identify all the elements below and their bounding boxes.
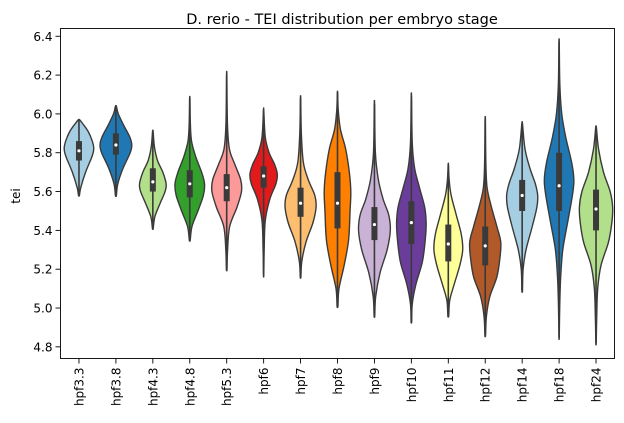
x-tick-label: hpf9 — [368, 368, 382, 395]
violin-median-dot — [409, 221, 413, 225]
violin-median-dot — [188, 182, 192, 186]
violin-hpf24 — [578, 125, 614, 346]
x-tick-label: hpf10 — [405, 368, 419, 403]
violin-hpf11 — [433, 162, 464, 318]
x-tick-label: hpf4.8 — [183, 368, 197, 407]
y-tick-label: 6.0 — [33, 107, 52, 121]
y-tick-label: 6.4 — [33, 30, 52, 44]
violin-median-dot — [151, 180, 155, 184]
violin-hpf10 — [395, 92, 427, 324]
y-tick-label: 6.2 — [33, 69, 52, 83]
violin-hpf8 — [323, 90, 352, 309]
chart-title: D. rerio - TEI distribution per embryo s… — [186, 12, 498, 28]
violin-median-dot — [225, 186, 229, 190]
violin-hpf14 — [505, 121, 539, 293]
violin-median-dot — [77, 149, 81, 153]
violin-iqr-box — [556, 152, 563, 211]
y-tick-label: 4.8 — [33, 340, 52, 354]
x-tick-label: hpf7 — [294, 368, 308, 395]
x-tick-label: hpf11 — [442, 368, 456, 403]
violin-median-dot — [483, 244, 487, 248]
y-axis-label: tei — [9, 188, 23, 203]
violin-hpf12 — [468, 115, 502, 338]
violin-hpf3.3 — [63, 118, 95, 197]
violin-median-dot — [262, 174, 266, 178]
violin-median-dot — [372, 222, 377, 227]
violin-hpf4.8 — [174, 95, 206, 242]
violin-median-dot — [557, 184, 561, 188]
violin-median-dot — [594, 207, 598, 211]
x-tick-label: hpf6 — [257, 368, 271, 395]
x-tick-label: hpf3.3 — [72, 368, 86, 407]
x-tick-label: hpf12 — [479, 368, 493, 403]
y-axis: 4.8 5.0 5.2 5.4 5.6 5.8 6.0 6.2 6.4 — [33, 30, 61, 354]
y-tick-label: 5.4 — [33, 224, 52, 238]
violins-layer — [63, 38, 614, 346]
violin-hpf7 — [284, 95, 317, 279]
violin-hpf18 — [543, 38, 575, 340]
violin-median-dot — [114, 143, 118, 147]
x-tick-label: hpf3.8 — [109, 368, 123, 407]
x-tick-label: hpf5.3 — [220, 368, 234, 407]
violin-hpf3.8 — [99, 104, 133, 197]
y-tick-label: 5.0 — [33, 302, 52, 316]
y-tick-label: 5.8 — [33, 146, 52, 160]
y-tick-label: 5.2 — [33, 263, 52, 277]
violin-iqr-box — [149, 168, 156, 192]
violin-hpf4.3 — [138, 129, 167, 230]
y-tick-label: 5.6 — [33, 185, 52, 199]
violin-median-dot — [446, 242, 450, 246]
violin-median-dot — [298, 201, 303, 205]
x-tick-label: hpf4.3 — [146, 368, 160, 407]
x-tick-label: hpf14 — [516, 368, 530, 403]
violin-median-dot — [520, 193, 524, 198]
violin-iqr-box — [334, 172, 341, 229]
violin-median-dot — [335, 201, 340, 205]
x-tick-label: hpf24 — [590, 368, 604, 403]
violin-hpf5.3 — [210, 70, 243, 272]
violin-hpf9 — [357, 99, 392, 318]
x-tick-label: hpf8 — [331, 368, 345, 395]
plot-frame — [60, 28, 615, 359]
x-axis: hpf3.3 hpf3.8 hpf4.3 hpf4.8 hpf5.3 hpf6 hpf7 hp… — [72, 358, 604, 407]
x-tick-label: hpf18 — [553, 368, 567, 403]
violin-hpf6 — [249, 107, 279, 278]
